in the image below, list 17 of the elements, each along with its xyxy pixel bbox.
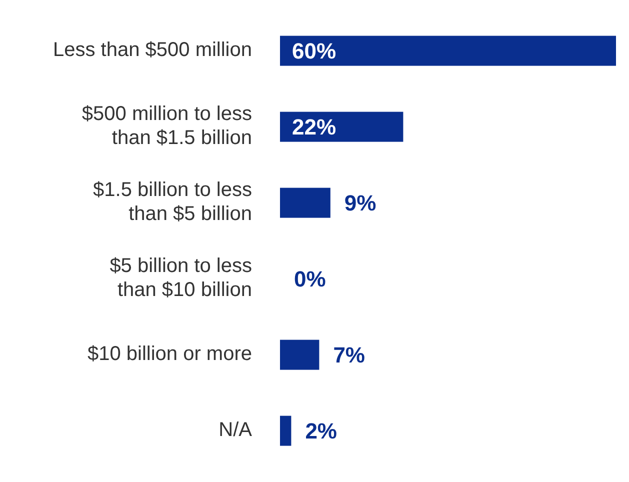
data-label: 7% [333,342,365,368]
bar [280,188,330,218]
bar [280,416,292,446]
y-tick-label: $500 million to less than $1.5 billion [82,103,252,150]
y-tick-label: $1.5 billion to less than $5 billion [93,179,252,226]
data-label: 60% [292,38,336,64]
data-label: 9% [344,190,376,216]
bar [280,112,404,142]
data-label: 22% [292,114,336,140]
data-label: 2% [305,418,337,444]
bar [280,36,616,66]
y-tick-label: N/A [218,419,253,442]
y-tick-label: Less than $500 million [52,39,252,62]
bar [280,340,320,370]
y-tick-label: $10 billion or more [87,343,252,366]
data-label: 0% [294,266,326,292]
y-tick-label: $5 billion to less than $10 billion [110,255,252,302]
